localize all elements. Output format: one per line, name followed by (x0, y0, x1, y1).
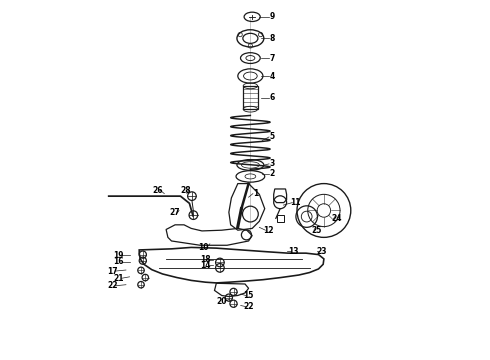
Text: 9: 9 (270, 12, 274, 21)
Text: 21: 21 (114, 274, 124, 283)
Text: 16: 16 (114, 257, 124, 266)
Text: 27: 27 (169, 208, 180, 217)
Text: 15: 15 (244, 291, 254, 300)
Text: 7: 7 (269, 54, 274, 63)
Text: 3: 3 (270, 159, 274, 168)
Bar (243, 86, 258, 109)
Text: 10: 10 (198, 243, 209, 252)
Text: 17: 17 (107, 267, 118, 276)
Text: 20: 20 (217, 297, 227, 306)
Text: 1: 1 (253, 189, 258, 198)
Bar (276, 215, 284, 222)
Text: 23: 23 (317, 247, 327, 256)
Text: 28: 28 (180, 185, 191, 194)
Text: 14: 14 (200, 261, 211, 270)
Text: 19: 19 (114, 251, 124, 260)
Text: 8: 8 (269, 34, 274, 43)
Text: 6: 6 (270, 93, 274, 102)
Text: 18: 18 (200, 255, 211, 264)
Text: 26: 26 (152, 185, 162, 194)
Text: 4: 4 (270, 72, 274, 81)
Text: 24: 24 (331, 214, 342, 223)
Text: 22: 22 (107, 281, 118, 290)
Text: 13: 13 (288, 247, 299, 256)
Text: 11: 11 (290, 198, 300, 207)
Text: 25: 25 (312, 226, 322, 235)
Text: 22: 22 (244, 302, 254, 311)
Text: 5: 5 (270, 132, 274, 141)
Text: 12: 12 (263, 226, 273, 235)
Text: 2: 2 (270, 169, 274, 178)
